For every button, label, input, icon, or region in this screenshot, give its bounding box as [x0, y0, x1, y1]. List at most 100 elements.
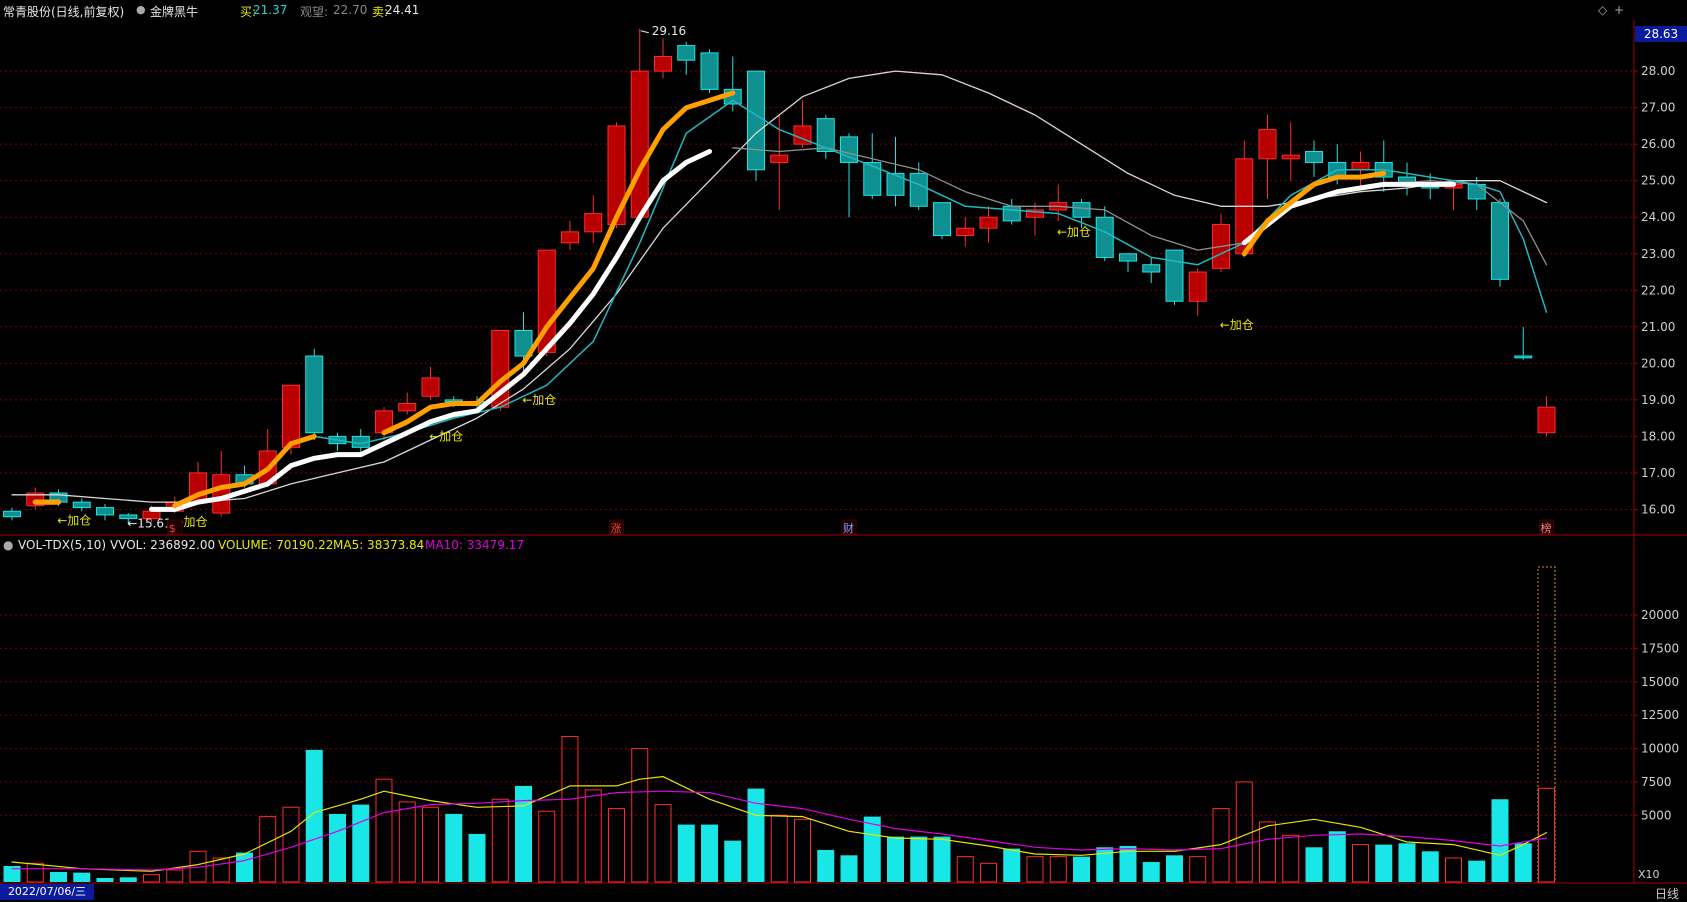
- event-marker: 涨: [611, 522, 622, 535]
- volume-bar: [515, 785, 532, 882]
- event-marker-box: [609, 519, 624, 535]
- volume-bar: [887, 836, 904, 882]
- candle-body: [1002, 205, 1021, 222]
- volume-bar-estimate: [1537, 566, 1556, 883]
- candle-body: [863, 161, 882, 196]
- chart-header: 常青股份(日线,前复权) ● 金牌黑牛 买: 21.37 观望: 22.70 卖…: [0, 0, 1687, 20]
- volume-bar: [375, 778, 393, 883]
- volume-bar: [1375, 844, 1393, 882]
- volume-bar: [329, 813, 346, 882]
- event-marker-box: [1539, 519, 1554, 535]
- volume-bar: [1514, 843, 1532, 882]
- candle-body: [979, 216, 998, 229]
- price-tick-label: 18.00: [1641, 429, 1675, 443]
- candle-body: [1258, 129, 1277, 160]
- volume-bar: [538, 810, 556, 883]
- volume-bar: [794, 818, 811, 883]
- high-price-marker: [640, 30, 649, 34]
- volume-bar: [50, 871, 67, 882]
- volume-bar: [1468, 860, 1486, 882]
- volume-bar: [1189, 856, 1207, 883]
- event-marker: 财: [843, 521, 854, 535]
- volume-bar: [980, 862, 997, 883]
- buy-label: 买:: [240, 5, 257, 19]
- volume-bar: [1026, 856, 1044, 883]
- candle-body: [933, 202, 951, 236]
- volume-bar: [143, 874, 160, 883]
- volume-tick-label: 10000: [1641, 742, 1679, 756]
- add-icon[interactable]: +: [1614, 3, 1625, 17]
- volume-indicator-name[interactable]: VOL-TDX(5,10): [18, 538, 107, 552]
- candle-body: [119, 514, 138, 520]
- volume-ma5-line: [11, 775, 1548, 872]
- period-label[interactable]: 日线: [1654, 887, 1679, 901]
- candle-body: [1491, 202, 1509, 280]
- volume-bar: [608, 808, 625, 883]
- price-tick-label: 17.00: [1641, 466, 1675, 480]
- ma-white-line: [1241, 181, 1456, 246]
- volume-bar: [305, 749, 323, 882]
- volume-bar: [677, 824, 695, 882]
- candle-body: [1095, 216, 1114, 258]
- diamond-icon[interactable]: ◇: [1598, 3, 1608, 17]
- candle-body: [1514, 355, 1533, 359]
- candle-body: [96, 507, 114, 516]
- volume-bar: [770, 814, 788, 883]
- volume-dropdown-icon[interactable]: ●: [3, 538, 14, 552]
- volume-bar: [236, 852, 253, 882]
- candle-body: [1305, 150, 1323, 163]
- moving-averages: [11, 70, 1548, 512]
- event-marker-box: [841, 519, 857, 535]
- watch-value: 22.70: [333, 3, 368, 17]
- volume-tick-label: 15000: [1641, 675, 1679, 689]
- candle-body: [72, 501, 91, 509]
- indicator-dropdown-icon[interactable]: ●: [136, 3, 146, 16]
- price-tick-label: 19.00: [1641, 393, 1675, 407]
- candle-body: [421, 377, 440, 397]
- volume-bar: [1445, 857, 1462, 883]
- volume-bar: [724, 840, 742, 882]
- volume-bar: [1328, 831, 1346, 882]
- ma-orange-line: [1241, 170, 1387, 257]
- volume-bar: [1538, 787, 1555, 883]
- high-price-label: 29.16: [652, 24, 686, 38]
- volume-bar: [1003, 848, 1021, 882]
- price-tick-label: 16.00: [1641, 502, 1675, 516]
- volume-ma10-line: [11, 790, 1548, 871]
- candle-body: [398, 403, 417, 412]
- buy-value: 21.37: [253, 3, 288, 17]
- volume-bar: [910, 836, 928, 882]
- ma-orange-line: [172, 433, 317, 509]
- candle-body: [816, 118, 835, 152]
- ma10-value: MA10: 33479.17: [425, 538, 524, 552]
- volume-bar: [259, 816, 277, 883]
- indicator-name[interactable]: 金牌黑牛: [150, 5, 199, 19]
- volume-bar: [747, 788, 765, 882]
- candle-body: [607, 125, 626, 226]
- price-tick-label: 20.00: [1641, 356, 1675, 370]
- candle-body: [770, 154, 789, 163]
- volume-tick-label: 12500: [1641, 708, 1679, 722]
- volume-bar: [1305, 847, 1323, 882]
- date-cursor-box: 2022/07/06/三: [0, 884, 94, 900]
- ma-grey2-line: [732, 147, 1548, 266]
- volume-bar: [96, 877, 114, 882]
- candle-body: [212, 474, 231, 514]
- price-tick-label: 25.00: [1641, 174, 1675, 188]
- volume-bar: [1259, 821, 1276, 883]
- stock-title[interactable]: 常青股份(日线,前复权): [3, 5, 125, 19]
- volume-bar: [701, 824, 718, 882]
- volume-bar: [1491, 799, 1509, 882]
- volume-unit-label: X10: [1638, 868, 1660, 881]
- volume-bar: [166, 869, 184, 883]
- candle-body: [677, 45, 696, 61]
- candle-body: [514, 329, 533, 357]
- price-tick-label: 27.00: [1641, 101, 1675, 115]
- volume-bar: [352, 804, 370, 882]
- candle-body: [1165, 249, 1184, 302]
- volume-bar: [119, 877, 137, 882]
- add-position-label: ←加仓: [429, 429, 463, 443]
- ma-orange-line: [381, 90, 736, 436]
- candle-body: [956, 227, 975, 236]
